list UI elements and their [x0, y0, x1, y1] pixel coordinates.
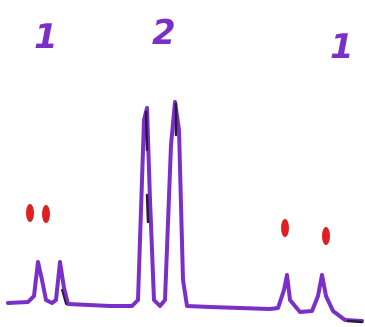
marker-dot — [42, 205, 50, 223]
marker-dot — [26, 204, 34, 222]
peak-accent-left — [144, 110, 150, 224]
group-label-right: 1 — [330, 27, 354, 67]
left-peak-accent — [61, 289, 67, 305]
marker-dot — [322, 227, 330, 245]
baseline-accent-right — [346, 319, 364, 324]
spectrum-trace — [6, 100, 364, 323]
right-doublet-markers — [281, 219, 330, 245]
left-doublet-markers — [26, 204, 50, 223]
group-label-center: 2 — [152, 13, 176, 53]
marker-dot — [281, 219, 289, 237]
group-label-left: 1 — [34, 17, 58, 57]
